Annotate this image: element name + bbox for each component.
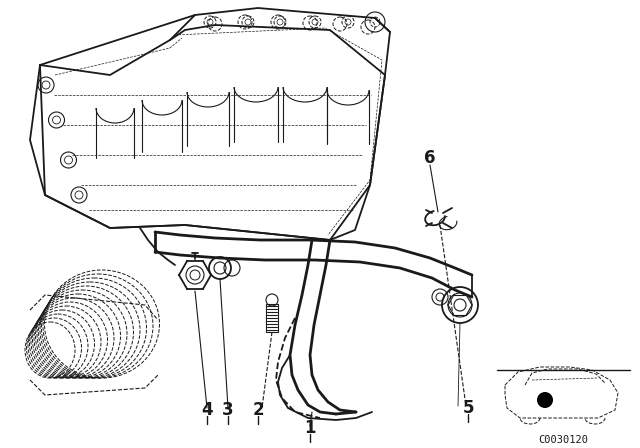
Text: C0030120: C0030120	[538, 435, 588, 445]
Text: 3: 3	[222, 401, 234, 419]
Text: 2: 2	[252, 401, 264, 419]
Text: 5: 5	[462, 399, 474, 417]
Text: 4: 4	[201, 401, 213, 419]
Text: 1: 1	[304, 419, 316, 437]
Text: 6: 6	[424, 149, 436, 167]
Circle shape	[537, 392, 553, 408]
